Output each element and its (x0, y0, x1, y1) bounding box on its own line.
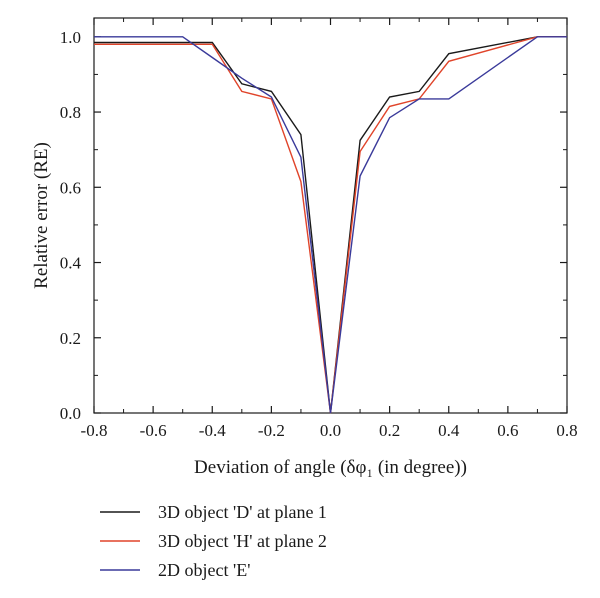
plot-border (93, 17, 568, 414)
x-tick-label: -0.4 (199, 421, 226, 440)
x-tick-label: 0.6 (497, 421, 518, 440)
legend-label: 3D object 'D' at plane 1 (158, 502, 327, 522)
series-line-3 (94, 36, 567, 414)
legend: 3D object 'D' at plane 1 3D object 'H' at… (100, 502, 327, 580)
y-tick-label: 0.4 (60, 254, 82, 273)
y-axis: 0.0 0.2 0.4 0.6 0.8 1.0 (60, 28, 567, 423)
series-line-1 (94, 36, 567, 414)
y-tick-label: 0.6 (60, 178, 81, 197)
y-tick-label: 0.0 (60, 404, 81, 423)
series-layer (94, 36, 567, 414)
y-axis-title: Relative error (RE) (31, 142, 52, 289)
legend-label: 3D object 'H' at plane 2 (158, 531, 327, 551)
x-tick-label: -0.2 (258, 421, 285, 440)
x-tick-label: -0.6 (140, 421, 167, 440)
x-tick-label: 0.0 (320, 421, 341, 440)
x-tick-label: 0.4 (438, 421, 460, 440)
y-tick-label: 1.0 (60, 28, 81, 47)
x-axis: -0.8 -0.6 -0.4 -0.2 0.0 0.2 0.4 0.6 0.8 (81, 18, 578, 440)
x-axis-title: Deviation of angle (δφ₁ (in degree)) (194, 457, 467, 478)
x-tick-label: -0.8 (81, 421, 108, 440)
legend-label: 2D object 'E' (158, 560, 250, 580)
x-tick-label: 0.8 (556, 421, 577, 440)
y-tick-label: 0.2 (60, 329, 81, 348)
plot-frame (93, 17, 568, 414)
series-line-2 (94, 36, 567, 414)
x-tick-label: 0.2 (379, 421, 400, 440)
y-tick-label: 0.8 (60, 103, 81, 122)
